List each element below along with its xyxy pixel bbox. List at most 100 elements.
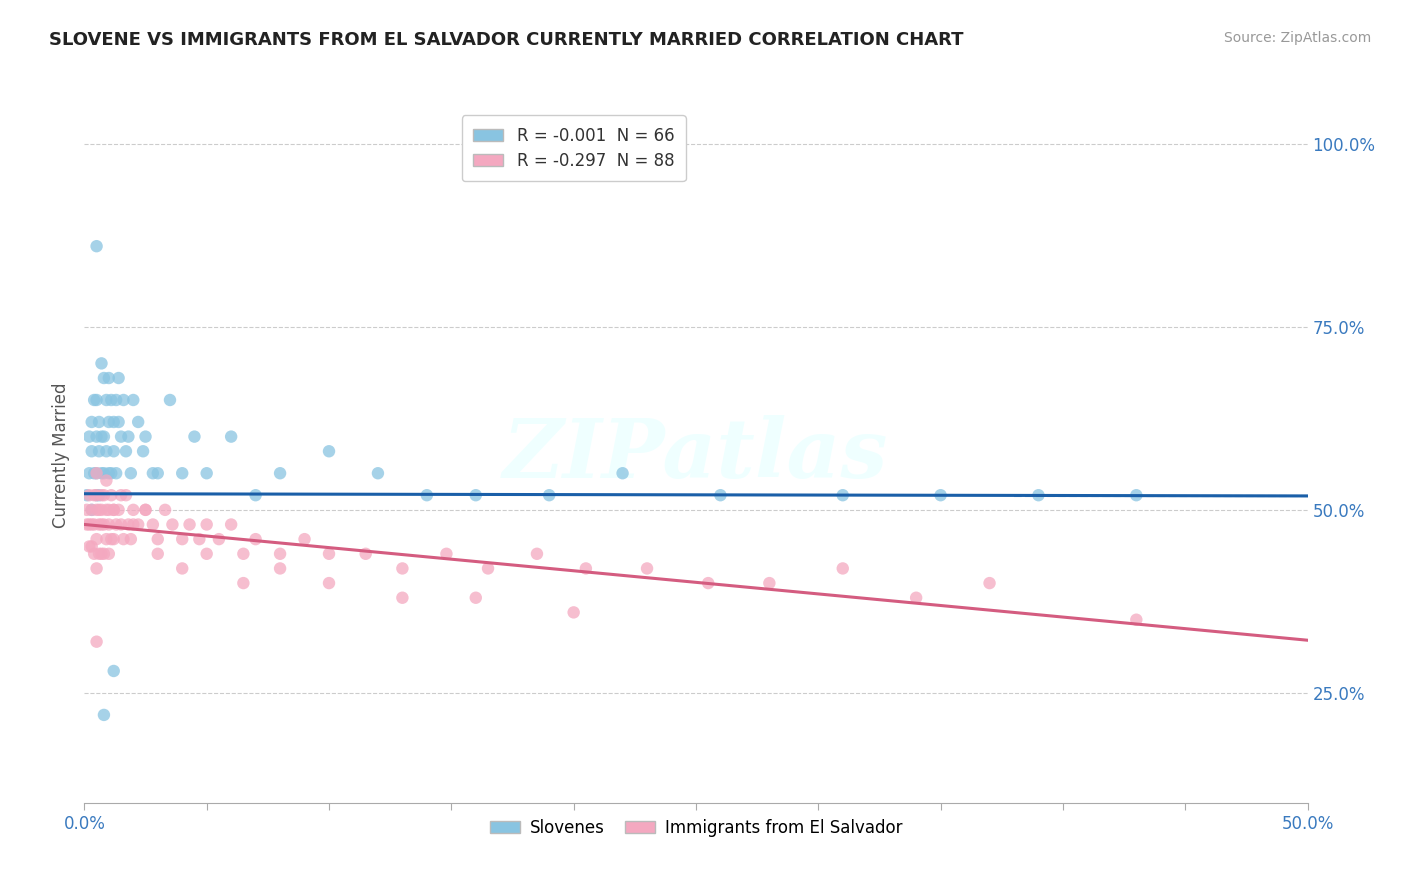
- Point: [367, 467, 389, 481]
- Text: Source: ZipAtlas.com: Source: ZipAtlas.com: [1223, 31, 1371, 45]
- Point: [96, 532, 118, 546]
- Point: [97, 517, 120, 532]
- Point: [612, 467, 634, 481]
- Point: [477, 561, 499, 575]
- Point: [219, 429, 242, 443]
- Point: [93, 707, 115, 722]
- Point: [80, 517, 103, 532]
- Point: [179, 517, 201, 532]
- Point: [93, 488, 115, 502]
- Point: [318, 444, 340, 458]
- Point: [538, 488, 561, 502]
- Text: SLOVENE VS IMMIGRANTS FROM EL SALVADOR CURRENTLY MARRIED CORRELATION CHART: SLOVENE VS IMMIGRANTS FROM EL SALVADOR C…: [49, 31, 963, 49]
- Point: [76, 517, 98, 532]
- Point: [87, 488, 110, 502]
- Point: [436, 547, 458, 561]
- Point: [87, 517, 110, 532]
- Point: [115, 444, 138, 458]
- Point: [97, 503, 120, 517]
- Point: [146, 532, 169, 546]
- Point: [562, 606, 585, 620]
- Point: [103, 532, 125, 546]
- Point: [142, 517, 165, 532]
- Point: [929, 488, 952, 502]
- Point: [87, 547, 110, 561]
- Point: [831, 561, 853, 575]
- Point: [979, 576, 1001, 591]
- Point: [172, 467, 194, 481]
- Point: [245, 488, 267, 502]
- Point: [96, 392, 118, 407]
- Text: ZIPatlas: ZIPatlas: [503, 415, 889, 495]
- Point: [318, 576, 340, 591]
- Point: [86, 503, 108, 517]
- Point: [97, 547, 120, 561]
- Point: [1125, 613, 1147, 627]
- Point: [183, 429, 205, 443]
- Point: [86, 467, 108, 481]
- Point: [110, 429, 132, 443]
- Point: [135, 503, 157, 517]
- Point: [115, 488, 138, 502]
- Y-axis label: Currently Married: Currently Married: [52, 382, 70, 528]
- Point: [219, 517, 242, 532]
- Point: [105, 517, 128, 532]
- Point: [80, 415, 103, 429]
- Point: [87, 444, 110, 458]
- Point: [120, 467, 142, 481]
- Point: [464, 591, 486, 605]
- Point: [93, 429, 115, 443]
- Point: [162, 517, 184, 532]
- Point: [132, 444, 155, 458]
- Point: [758, 576, 780, 591]
- Point: [112, 532, 135, 546]
- Point: [269, 467, 291, 481]
- Point: [86, 561, 108, 575]
- Point: [107, 415, 129, 429]
- Point: [188, 532, 211, 546]
- Point: [90, 547, 112, 561]
- Point: [269, 561, 291, 575]
- Point: [831, 488, 853, 502]
- Point: [127, 415, 149, 429]
- Point: [100, 532, 122, 546]
- Point: [354, 547, 377, 561]
- Point: [117, 517, 139, 532]
- Point: [90, 356, 112, 370]
- Point: [105, 392, 128, 407]
- Point: [120, 532, 142, 546]
- Point: [96, 474, 118, 488]
- Point: [86, 488, 108, 502]
- Point: [80, 503, 103, 517]
- Point: [110, 488, 132, 502]
- Point: [80, 444, 103, 458]
- Point: [86, 429, 108, 443]
- Point: [90, 429, 112, 443]
- Point: [103, 415, 125, 429]
- Point: [318, 547, 340, 561]
- Point: [103, 664, 125, 678]
- Point: [103, 503, 125, 517]
- Point: [76, 503, 98, 517]
- Point: [86, 392, 108, 407]
- Point: [110, 517, 132, 532]
- Point: [77, 517, 100, 532]
- Point: [76, 488, 98, 502]
- Point: [122, 517, 145, 532]
- Point: [232, 547, 254, 561]
- Point: [105, 467, 128, 481]
- Point: [100, 467, 122, 481]
- Point: [80, 540, 103, 554]
- Point: [86, 467, 108, 481]
- Point: [159, 392, 181, 407]
- Point: [96, 503, 118, 517]
- Point: [135, 503, 157, 517]
- Point: [294, 532, 316, 546]
- Point: [87, 415, 110, 429]
- Point: [100, 392, 122, 407]
- Point: [269, 547, 291, 561]
- Point: [172, 561, 194, 575]
- Point: [709, 488, 731, 502]
- Point: [122, 503, 145, 517]
- Point: [83, 517, 105, 532]
